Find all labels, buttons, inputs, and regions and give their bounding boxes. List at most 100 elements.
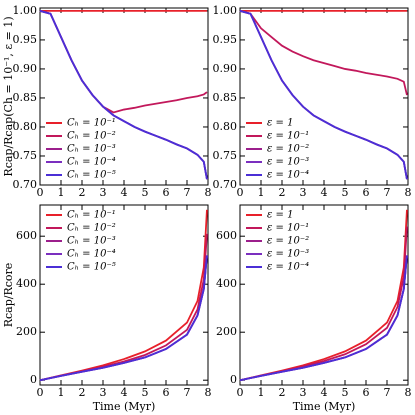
x-tick-label: 4 <box>321 386 328 399</box>
legend-label: Cₕ = 10⁻² <box>67 131 116 142</box>
series-line <box>239 10 408 96</box>
x-tick-label: 0 <box>37 386 44 399</box>
y-tick-label: 0.95 <box>213 33 238 46</box>
y-tick-label: 200 <box>16 325 37 338</box>
legend-label: ε = 10⁻⁴ <box>267 262 309 273</box>
y-tick-label: 0.75 <box>13 149 38 162</box>
y-tick-label: 0.70 <box>13 178 38 191</box>
x-tick-label: 3 <box>300 386 307 399</box>
series-line <box>239 10 408 180</box>
x-tick-label: 0 <box>37 186 44 199</box>
x-tick-label: 3 <box>100 386 107 399</box>
x-tick-label: 7 <box>384 186 391 199</box>
x-tick-label: 5 <box>142 186 149 199</box>
y-tick-label: 1.00 <box>213 4 238 17</box>
series-line <box>239 209 408 382</box>
x-tick-label: 1 <box>58 386 65 399</box>
x-tick-label: 8 <box>405 386 412 399</box>
x-tick-label: 5 <box>342 186 349 199</box>
panel: 0 1 2 3 4 5 6 7 8 0.70 0.75 0.80 0.85 0.90 0.95 1.00 ε =… <box>213 4 412 199</box>
series-line <box>39 209 208 382</box>
x-tick-label: 8 <box>405 186 412 199</box>
x-axis-label: Time (Myr) <box>93 400 156 413</box>
x-tick-label: 3 <box>100 186 107 199</box>
legend-label: ε = 1 <box>267 118 293 129</box>
legend-label: ε = 10⁻³ <box>267 157 309 168</box>
y-tick-label: 600 <box>16 229 37 242</box>
y-tick-label: 600 <box>216 229 237 242</box>
legend-label: Cₕ = 10⁻³ <box>67 144 116 155</box>
y-tick-label: 0.90 <box>213 62 238 75</box>
legend-label: Cₕ = 10⁻² <box>67 223 116 234</box>
x-tick-label: 4 <box>121 386 128 399</box>
y-axis-label: Rcap/Rcap(Ch = 10⁻¹, ε = 1) <box>2 16 15 176</box>
x-tick-label: 2 <box>79 186 86 199</box>
y-tick-label: 400 <box>16 277 37 290</box>
series-line <box>239 226 408 382</box>
panel: 0 1 2 3 4 5 6 7 8 0 200 400 600 Cₕ = 10⁻¹ Cₕ = 10⁻² Cₕ … <box>2 204 212 413</box>
y-tick-label: 1.00 <box>13 4 38 17</box>
x-tick-label: 1 <box>258 186 265 199</box>
x-tick-label: 2 <box>279 386 286 399</box>
legend-label: ε = 10⁻⁴ <box>267 170 309 181</box>
y-tick-label: 0.80 <box>213 120 238 133</box>
x-tick-label: 8 <box>205 186 212 199</box>
y-tick-label: 0 <box>30 373 37 386</box>
series-line <box>39 10 208 180</box>
series-line <box>39 10 208 180</box>
x-tick-label: 1 <box>58 186 65 199</box>
y-tick-label: 0.90 <box>13 62 38 75</box>
legend-label: ε = 10⁻¹ <box>267 131 309 142</box>
y-axis-label: Rcap/Rcore <box>2 263 15 328</box>
y-tick-label: 0.80 <box>13 120 38 133</box>
y-tick-label: 0.95 <box>13 33 38 46</box>
x-tick-label: 7 <box>384 386 391 399</box>
y-tick-label: 0.70 <box>213 178 238 191</box>
series-line <box>39 10 208 114</box>
plot-frame <box>239 7 409 186</box>
legend-label: ε = 1 <box>267 210 293 221</box>
x-axis-label: Time (Myr) <box>293 400 356 413</box>
y-tick-label: 0.75 <box>213 149 238 162</box>
legend-label: ε = 10⁻² <box>267 236 309 247</box>
x-tick-label: 4 <box>321 186 328 199</box>
x-tick-label: 7 <box>184 386 191 399</box>
x-tick-label: 6 <box>363 186 370 199</box>
legend-label: Cₕ = 10⁻¹ <box>67 210 116 221</box>
legend-label: ε = 10⁻² <box>267 144 309 155</box>
y-tick-label: 200 <box>216 325 237 338</box>
x-tick-label: 6 <box>163 386 170 399</box>
panel: 0 1 2 3 4 5 6 7 8 0 200 400 600 ε = 1 ε = 10⁻¹ ε = 10⁻²… <box>216 204 412 413</box>
plot-frame <box>239 204 409 386</box>
legend-label: ε = 10⁻³ <box>267 249 309 260</box>
x-tick-label: 7 <box>184 186 191 199</box>
x-tick-label: 5 <box>142 386 149 399</box>
legend-label: Cₕ = 10⁻⁵ <box>67 170 116 181</box>
x-tick-label: 0 <box>237 186 244 199</box>
legend-label: Cₕ = 10⁻⁴ <box>67 249 116 260</box>
series-line <box>239 10 408 180</box>
y-tick-label: 400 <box>216 277 237 290</box>
x-tick-label: 1 <box>258 386 265 399</box>
legend-label: Cₕ = 10⁻¹ <box>67 118 116 129</box>
panel: 0 1 2 3 4 5 6 7 8 0.70 0.75 0.80 0.85 0.90 0.95 1.00 Cₕ … <box>2 4 212 199</box>
series-line <box>239 10 408 180</box>
y-tick-label: 0 <box>230 373 237 386</box>
series-line <box>39 10 208 180</box>
legend-label: ε = 10⁻¹ <box>267 223 309 234</box>
x-tick-label: 3 <box>300 186 307 199</box>
series-line <box>39 233 208 382</box>
x-tick-label: 6 <box>163 186 170 199</box>
legend-label: Cₕ = 10⁻⁴ <box>67 157 116 168</box>
y-tick-label: 0.85 <box>13 91 38 104</box>
plot-frame <box>39 204 209 386</box>
x-tick-label: 8 <box>205 386 212 399</box>
x-tick-label: 6 <box>363 386 370 399</box>
x-tick-label: 4 <box>121 186 128 199</box>
x-tick-label: 0 <box>237 386 244 399</box>
legend-label: Cₕ = 10⁻⁵ <box>67 262 116 273</box>
x-tick-label: 2 <box>79 386 86 399</box>
y-tick-label: 0.85 <box>213 91 238 104</box>
series-line <box>239 255 408 382</box>
